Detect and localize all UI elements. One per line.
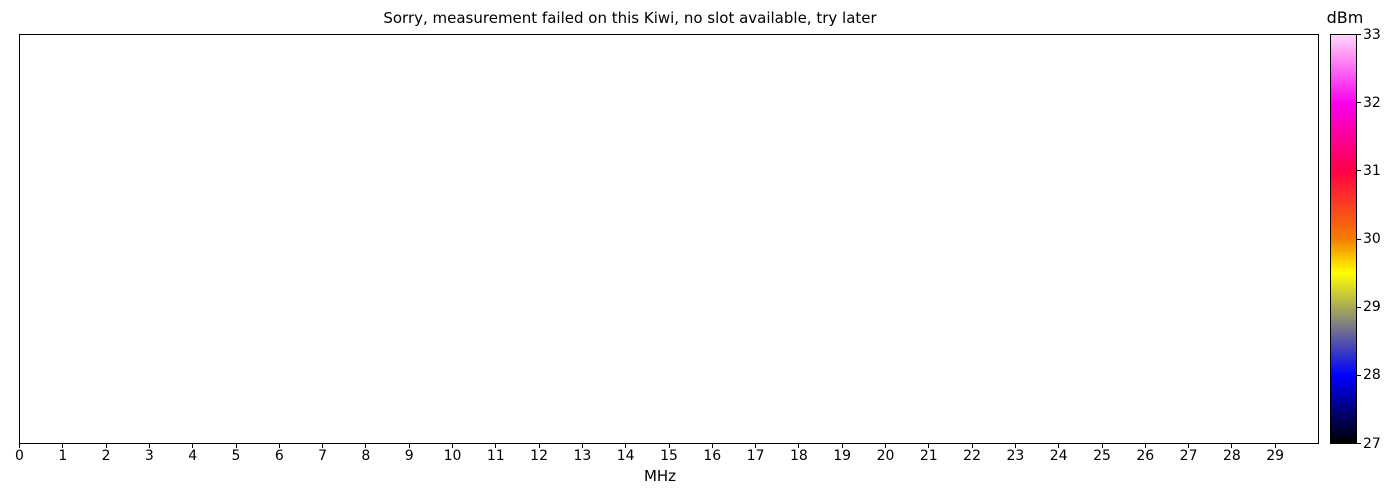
- x-axis-tick-label: 4: [188, 448, 198, 464]
- x-axis-tick-label: 15: [660, 448, 678, 464]
- colorbar-label: dBm: [1326, 8, 1364, 27]
- x-axis-tick: [538, 444, 540, 448]
- x-axis-tick: [408, 444, 410, 448]
- x-axis-tick-label: 2: [101, 448, 111, 464]
- colorbar-tick-label: 30: [1363, 231, 1381, 247]
- x-axis-tick-label: 13: [573, 448, 592, 464]
- x-axis-tick: [711, 444, 713, 448]
- x-axis-tick: [1014, 444, 1016, 448]
- colorbar-tick-label: 27: [1363, 435, 1381, 452]
- x-axis-tick: [625, 444, 627, 448]
- x-axis-tick: [495, 444, 497, 448]
- x-axis-tick: [62, 444, 64, 448]
- x-axis-tick-label: 6: [274, 448, 284, 464]
- x-axis-tick-label: 17: [746, 448, 765, 464]
- x-axis-tick: [755, 444, 757, 448]
- x-axis-tick: [19, 444, 20, 448]
- x-axis-label: MHz: [643, 467, 677, 485]
- colorbar-tick: [1356, 238, 1361, 240]
- x-axis-tick: [971, 444, 973, 448]
- x-axis-tick: [1274, 444, 1276, 448]
- x-axis-tick: [1144, 444, 1146, 448]
- x-axis-tick: [278, 444, 280, 448]
- x-axis-tick: [1231, 444, 1233, 448]
- x-axis-tick-label: 20: [876, 448, 895, 464]
- colorbar-tick-label: 32: [1363, 94, 1381, 111]
- x-axis-tick-label: 19: [833, 448, 852, 464]
- x-axis-tick-label: 0: [15, 448, 24, 464]
- x-axis-tick-label: 23: [1006, 448, 1025, 464]
- x-axis-tick-label: 22: [963, 448, 982, 464]
- x-axis-tick-label: 25: [1093, 448, 1111, 464]
- colorbar-tick-label: 31: [1363, 162, 1381, 179]
- x-axis-tick-label: 16: [703, 448, 722, 464]
- colorbar-tick: [1356, 374, 1361, 376]
- x-axis-tick-label: 29: [1266, 448, 1285, 464]
- colorbar-tick-label: 29: [1363, 299, 1381, 316]
- x-axis-tick-label: 24: [1049, 448, 1068, 464]
- colorbar-tick: [1356, 34, 1361, 35]
- colorbar-tick-label: 33: [1363, 26, 1381, 43]
- x-axis-tick-label: 9: [404, 448, 414, 464]
- colorbar: [1330, 34, 1357, 444]
- colorbar-tick: [1356, 170, 1361, 172]
- x-axis-tick: [192, 444, 194, 448]
- x-axis-tick-label: 28: [1222, 448, 1241, 464]
- x-axis-tick-label: 10: [443, 448, 462, 464]
- x-axis-tick: [452, 444, 453, 448]
- x-axis-tick: [668, 444, 670, 448]
- x-axis-tick-label: 12: [530, 448, 549, 464]
- x-axis-tick: [928, 444, 930, 448]
- x-axis-tick: [105, 444, 107, 448]
- colorbar-tick: [1356, 102, 1361, 104]
- x-axis-tick: [841, 444, 843, 448]
- plot-area: [19, 34, 1319, 444]
- x-axis-tick: [235, 444, 237, 448]
- x-axis-tick-label: 11: [486, 448, 505, 464]
- x-axis-tick: [148, 444, 150, 448]
- x-axis-tick: [322, 444, 324, 448]
- x-axis-tick-label: 5: [231, 448, 241, 464]
- x-axis-tick-label: 18: [789, 448, 808, 464]
- x-axis-tick-label: 1: [58, 448, 68, 464]
- x-axis-tick: [365, 444, 367, 448]
- colorbar-tick-label: 28: [1363, 367, 1381, 384]
- x-axis-tick: [1101, 444, 1103, 448]
- x-axis-tick: [581, 444, 583, 448]
- x-axis-tick: [1188, 444, 1190, 448]
- x-axis-tick-label: 21: [919, 448, 938, 464]
- x-axis-tick: [885, 444, 886, 448]
- x-axis-tick-label: 7: [318, 448, 328, 464]
- x-axis-tick: [1058, 444, 1060, 448]
- chart-title: Sorry, measurement failed on this Kiwi, …: [383, 9, 877, 27]
- x-axis-tick-label: 8: [361, 448, 371, 464]
- colorbar-tick: [1356, 443, 1361, 444]
- x-axis-tick-label: 27: [1179, 448, 1198, 464]
- x-axis-tick-label: 3: [144, 448, 154, 464]
- colorbar-tick: [1356, 306, 1361, 308]
- x-axis-tick-label: 26: [1136, 448, 1155, 464]
- x-axis-tick-label: 14: [616, 448, 635, 464]
- x-axis-tick: [798, 444, 800, 448]
